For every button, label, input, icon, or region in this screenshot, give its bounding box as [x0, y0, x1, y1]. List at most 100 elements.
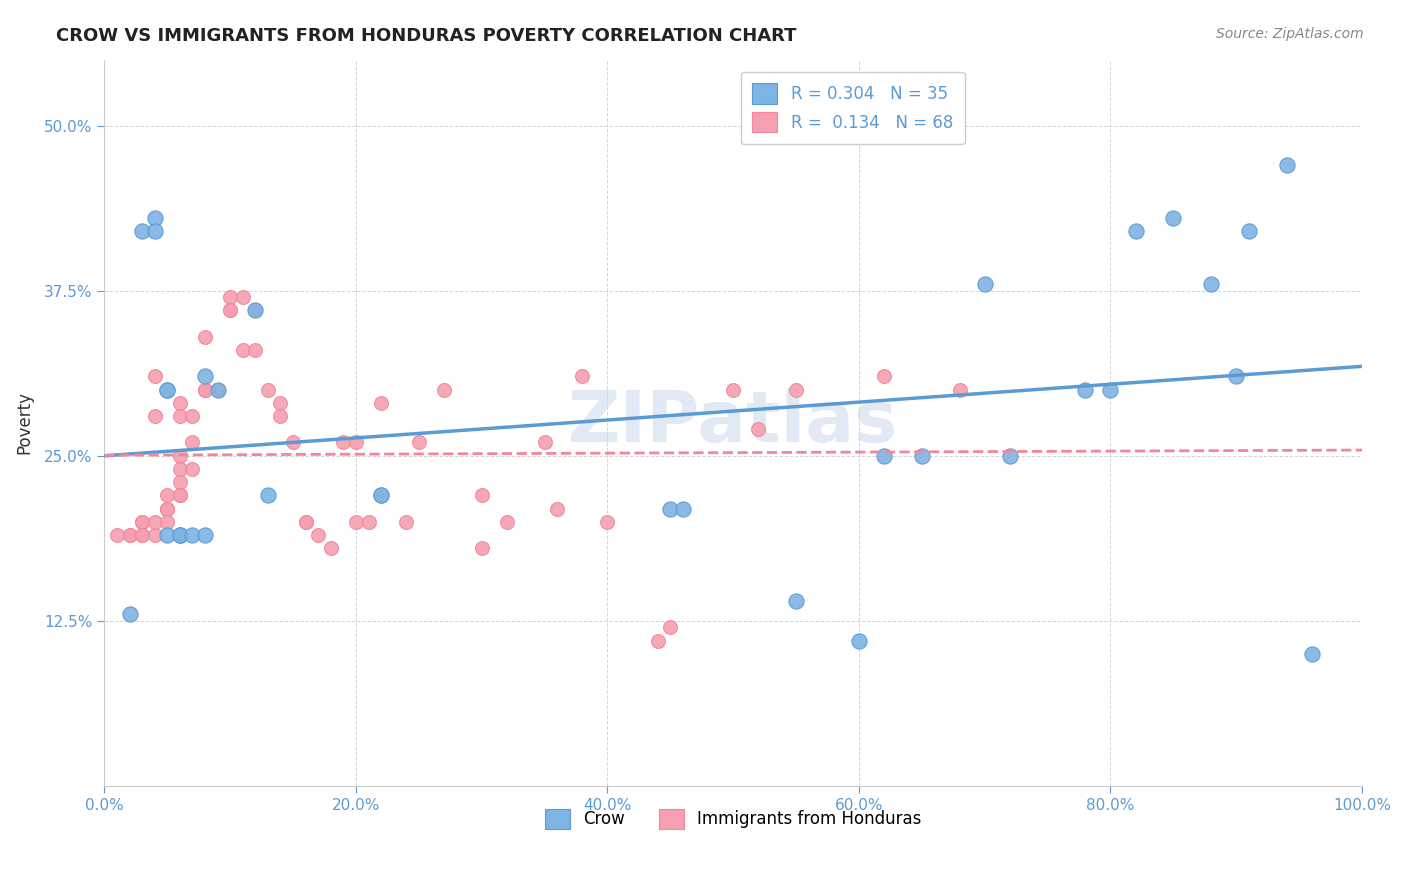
Point [471, 541, 494, 555]
Point [357, 515, 380, 529]
Point [156, 515, 179, 529]
Text: ZIPatlas: ZIPatlas [568, 388, 898, 458]
Point [181, 528, 204, 542]
Point [395, 515, 418, 529]
Point [659, 501, 682, 516]
Point [169, 528, 191, 542]
Point [1301, 647, 1323, 661]
Point [143, 224, 166, 238]
Point [156, 501, 179, 516]
Point [873, 369, 896, 384]
Point [294, 515, 316, 529]
Point [998, 449, 1021, 463]
Point [1099, 383, 1122, 397]
Point [873, 449, 896, 463]
Point [169, 475, 191, 489]
Point [131, 528, 153, 542]
Point [194, 369, 217, 384]
Text: CROW VS IMMIGRANTS FROM HONDURAS POVERTY CORRELATION CHART: CROW VS IMMIGRANTS FROM HONDURAS POVERTY… [56, 27, 797, 45]
Point [1237, 224, 1260, 238]
Point [1125, 224, 1147, 238]
Point [1275, 158, 1298, 172]
Point [156, 488, 179, 502]
Point [672, 501, 695, 516]
Point [169, 528, 191, 542]
Point [294, 515, 316, 529]
Point [169, 488, 191, 502]
Point [169, 449, 191, 463]
Point [169, 488, 191, 502]
Point [344, 435, 367, 450]
Point [973, 277, 995, 291]
Point [181, 409, 204, 423]
Point [785, 383, 807, 397]
Point [131, 515, 153, 529]
Point [546, 501, 568, 516]
Point [245, 343, 267, 357]
Point [156, 383, 179, 397]
Text: Source: ZipAtlas.com: Source: ZipAtlas.com [1216, 27, 1364, 41]
Point [1163, 211, 1185, 225]
Point [257, 383, 280, 397]
Point [194, 330, 217, 344]
Point [194, 528, 217, 542]
Point [245, 303, 267, 318]
Point [232, 290, 254, 304]
Point [471, 488, 494, 502]
Y-axis label: Poverty: Poverty [15, 392, 32, 454]
Point [194, 383, 217, 397]
Point [194, 383, 217, 397]
Point [269, 396, 291, 410]
Legend: Crow, Immigrants from Honduras: Crow, Immigrants from Honduras [538, 802, 928, 836]
Point [207, 383, 229, 397]
Point [219, 303, 242, 318]
Point [257, 488, 280, 502]
Point [181, 462, 204, 476]
Point [105, 528, 128, 542]
Point [721, 383, 744, 397]
Point [319, 541, 342, 555]
Point [785, 594, 807, 608]
Point [131, 224, 153, 238]
Point [156, 528, 179, 542]
Point [156, 501, 179, 516]
Point [232, 343, 254, 357]
Point [659, 620, 682, 634]
Point [370, 488, 392, 502]
Point [131, 528, 153, 542]
Point [1199, 277, 1222, 291]
Point [370, 396, 392, 410]
Point [156, 383, 179, 397]
Point [118, 528, 141, 542]
Point [207, 383, 229, 397]
Point [156, 501, 179, 516]
Point [169, 462, 191, 476]
Point [332, 435, 354, 450]
Point [848, 633, 870, 648]
Point [143, 409, 166, 423]
Point [207, 383, 229, 397]
Point [118, 607, 141, 622]
Point [307, 528, 329, 542]
Point [647, 633, 669, 648]
Point [948, 383, 970, 397]
Point [344, 515, 367, 529]
Point [1074, 383, 1097, 397]
Point [219, 303, 242, 318]
Point [131, 515, 153, 529]
Point [143, 528, 166, 542]
Point [495, 515, 517, 529]
Point [181, 435, 204, 450]
Point [370, 488, 392, 502]
Point [118, 528, 141, 542]
Point [143, 369, 166, 384]
Point [169, 528, 191, 542]
Point [571, 369, 593, 384]
Point [596, 515, 619, 529]
Point [169, 396, 191, 410]
Point [533, 435, 555, 450]
Point [219, 290, 242, 304]
Point [747, 422, 769, 436]
Point [433, 383, 456, 397]
Point [281, 435, 304, 450]
